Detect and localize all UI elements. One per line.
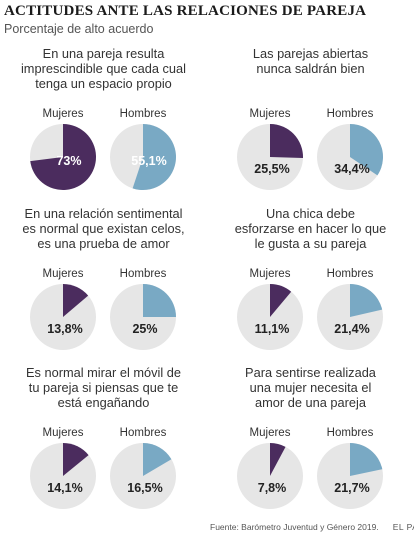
- women-slice: [270, 124, 303, 159]
- women-pie: 25,5%: [237, 124, 303, 190]
- question-text: En una relación sentimental es normal qu…: [22, 206, 185, 251]
- chart-panel: Es normal mirar el móvil de tu pareja si…: [0, 365, 207, 523]
- question-text: Una chica debe esforzarse en hacer lo qu…: [234, 206, 387, 251]
- men-value-label: 21,7%: [334, 481, 369, 495]
- women-label: Mujeres: [249, 427, 291, 439]
- women-label: Mujeres: [42, 108, 84, 120]
- women-value-label: 25,5%: [254, 162, 289, 176]
- men-label: Hombres: [119, 108, 167, 120]
- women-label: Mujeres: [42, 268, 84, 280]
- men-pie: 16,5%: [110, 443, 176, 509]
- men-value-label: 16,5%: [127, 481, 162, 495]
- men-slice: [132, 124, 177, 190]
- men-pie: 55,1%: [110, 124, 177, 190]
- men-label: Hombres: [119, 268, 167, 280]
- men-pie: 21,4%: [317, 284, 383, 350]
- women-pie: 13,8%: [30, 284, 96, 350]
- men-pie: 34,4%: [317, 124, 384, 190]
- women-pie: 11,1%: [237, 284, 303, 350]
- question-text: En una pareja resulta imprescindible que…: [20, 46, 187, 91]
- men-value-label: 34,4%: [334, 162, 369, 176]
- men-value-label: 25%: [132, 322, 157, 336]
- men-slice: [143, 443, 172, 476]
- chart-panel: En una pareja resulta imprescindible que…: [0, 46, 207, 204]
- men-label: Hombres: [119, 427, 167, 439]
- question-text: Es normal mirar el móvil de tu pareja si…: [25, 365, 182, 410]
- question-text: Para sentirse realizada una mujer necesi…: [245, 365, 376, 410]
- women-value-label: 7,8%: [258, 481, 287, 495]
- men-slice: [350, 284, 383, 317]
- chart-panel: Una chica debe esforzarse en hacer lo qu…: [207, 206, 414, 364]
- men-label: Hombres: [326, 427, 374, 439]
- men-slice: [143, 284, 176, 317]
- women-value-label: 13,8%: [47, 322, 82, 336]
- women-label: Mujeres: [249, 268, 291, 280]
- footer: Fuente: Barómetro Juventud y Género 2019…: [210, 522, 414, 532]
- men-pie: 21,7%: [317, 443, 383, 509]
- men-value-label: 55,1%: [131, 154, 166, 168]
- women-pie: 14,1%: [30, 443, 96, 509]
- men-label: Hombres: [326, 268, 374, 280]
- chart-panel: En una relación sentimental es normal qu…: [0, 206, 207, 364]
- women-slice: [270, 443, 286, 476]
- men-slice: [350, 124, 384, 176]
- men-value-label: 21,4%: [334, 322, 369, 336]
- women-label: Mujeres: [42, 427, 84, 439]
- chart-panel: Las parejas abiertas nunca saldrán bien M…: [207, 46, 414, 204]
- women-value-label: 14,1%: [47, 481, 82, 495]
- chart-subtitle: Porcentaje de alto acuerdo: [4, 22, 154, 36]
- chart-title: ACTITUDES ANTE LAS RELACIONES DE PAREJA: [4, 3, 367, 19]
- brand-logo: EL PAÍS: [392, 522, 414, 532]
- women-pie: 7,8%: [237, 443, 303, 509]
- women-value-label: 11,1%: [255, 322, 290, 336]
- women-slice: [30, 124, 96, 190]
- chart-panel: Para sentirse realizada una mujer necesi…: [207, 365, 414, 523]
- men-pie: 25%: [110, 284, 176, 350]
- women-slice: [270, 284, 292, 317]
- source-note: Fuente: Barómetro Juventud y Género 2019…: [210, 522, 379, 532]
- women-slice: [63, 443, 89, 476]
- men-label: Hombres: [326, 108, 374, 120]
- women-label: Mujeres: [249, 108, 291, 120]
- women-slice: [63, 284, 89, 317]
- men-slice: [350, 443, 383, 476]
- women-value-label: 73%: [56, 154, 81, 168]
- women-pie: 73%: [30, 124, 96, 190]
- question-text: Las parejas abiertas nunca saldrán bien: [252, 46, 369, 76]
